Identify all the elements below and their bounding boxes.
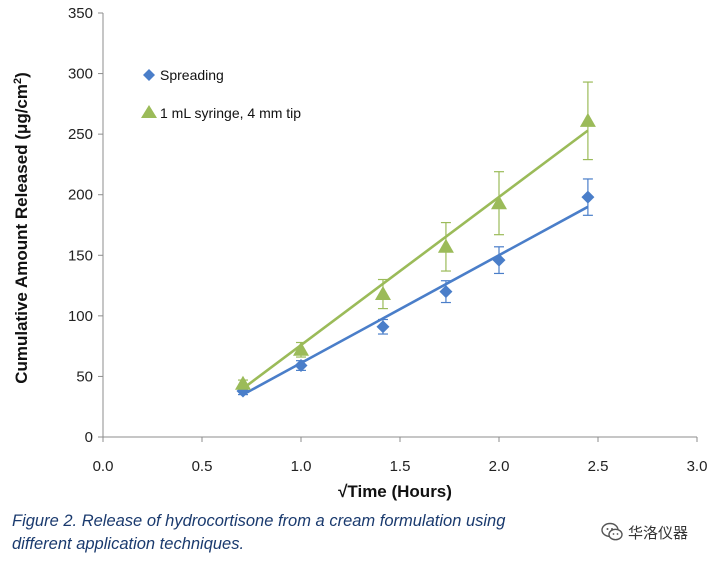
x-tick-label: 1.5 [390, 458, 411, 475]
plot-area: 0 50 100 150 200 250 300 350 0.0 0.5 1.0 1.5 2.0 2.5 3… [68, 5, 707, 475]
legend: Spreading 1 mL syringe, 4 mm tip [141, 67, 301, 121]
y-tick-label: 200 [68, 187, 93, 204]
legend-label-syringe: 1 mL syringe, 4 mm tip [160, 105, 301, 121]
data-point-diamond [581, 190, 595, 204]
y-tick-label: 150 [68, 247, 93, 264]
y-axis-title-superscript: 2 [12, 78, 24, 84]
series-spreading [236, 178, 595, 398]
x-tick-label: 2.5 [588, 458, 609, 475]
chart-figure: 0 50 100 150 200 250 300 350 0.0 0.5 1.0 1.5 2.0 2.5 3… [12, 5, 707, 501]
watermark: 华洛仪器 [598, 520, 692, 544]
y-tick-label: 100 [68, 308, 93, 325]
y-tick-label: 250 [68, 126, 93, 143]
data-point-diamond [376, 320, 390, 334]
legend-label-spreading: Spreading [160, 67, 224, 83]
y-tick-label: 0 [85, 429, 93, 446]
x-tick-label: 1.0 [291, 458, 312, 475]
series-syringe [234, 81, 596, 390]
data-point-triangle [491, 195, 507, 210]
x-tick-label: 0.5 [192, 458, 213, 475]
x-axis-title: √Time (Hours) [338, 482, 452, 501]
y-axis-title-close: ) [12, 72, 31, 78]
wechat-icon [601, 522, 623, 541]
x-tick-label: 3.0 [687, 458, 708, 475]
y-axis-title-main: Cumulative Amount Released (μg/cm [12, 84, 31, 384]
y-axis-title: Cumulative Amount Released (μg/cm2) [12, 72, 31, 384]
caption-line-2: different application techniques. [12, 535, 245, 553]
x-tick-label: 0.0 [93, 458, 114, 475]
y-tick-label: 50 [76, 368, 93, 385]
trendline [242, 205, 589, 396]
data-point-triangle [234, 375, 251, 390]
y-tick-label: 300 [68, 66, 93, 83]
data-point-triangle [437, 238, 454, 253]
data-point-triangle [579, 112, 596, 127]
data-point-diamond [492, 253, 506, 267]
data-point-triangle [293, 341, 309, 356]
data-point-diamond [439, 285, 453, 299]
data-point-diamond [294, 359, 308, 373]
x-tick-label: 2.0 [489, 458, 510, 475]
data-point-triangle [374, 286, 391, 301]
legend-marker-spreading [143, 69, 155, 81]
watermark-text: 华洛仪器 [628, 523, 689, 542]
y-tick-label: 350 [68, 5, 93, 22]
legend-marker-syringe [141, 105, 157, 118]
figure-caption: Figure 2. Release of hydrocortisone from… [12, 510, 712, 556]
trendline [242, 129, 589, 390]
caption-line-1: Figure 2. Release of hydrocortisone from… [12, 512, 506, 530]
